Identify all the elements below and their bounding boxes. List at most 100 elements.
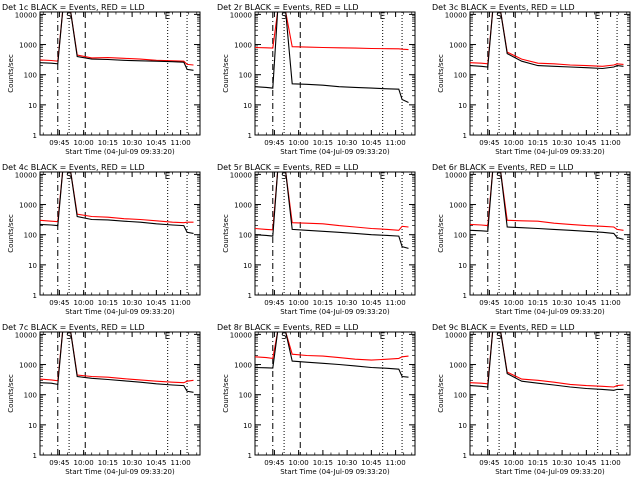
y-axis-label: Counts/sec	[437, 214, 445, 253]
y-tick-label: 100	[24, 392, 37, 400]
y-tick-label: 1000	[19, 362, 37, 370]
y-tick-label: 10000	[230, 331, 252, 339]
y-tick-label: 10	[458, 262, 467, 270]
y-axis-label: Counts/sec	[7, 374, 15, 413]
x-tick-label: 10:00	[504, 459, 524, 467]
plot-frame	[469, 171, 631, 296]
start-marker: S	[66, 12, 72, 22]
y-tick-label: 100	[239, 232, 252, 240]
x-tick-label: 10:45	[576, 459, 596, 467]
series-lld-line	[255, 12, 409, 51]
y-tick-label: 10000	[15, 11, 37, 19]
start-marker: S	[496, 332, 502, 342]
x-tick-label: 10:30	[337, 459, 357, 467]
series-lld-line	[255, 332, 409, 361]
y-tick-label: 1000	[234, 202, 252, 210]
x-tick-label: 10:45	[146, 459, 166, 467]
y-tick-label: 1000	[234, 42, 252, 50]
x-tick-label: 10:30	[122, 139, 142, 147]
x-tick-label: 10:15	[98, 299, 118, 307]
end-marker: E	[165, 172, 171, 182]
x-tick-label: 10:30	[552, 139, 572, 147]
panel-det-7: Det 7c BLACK = Events, RED = LLD 1 10 100 10…	[2, 323, 201, 476]
plot-frame	[254, 171, 416, 296]
plot-frame	[39, 171, 201, 296]
panel-title: Det 9c BLACK = Events, RED = LLD	[432, 323, 575, 332]
y-tick-label: 10	[243, 262, 252, 270]
x-tick-label: 10:45	[146, 139, 166, 147]
end-marker: E	[595, 12, 601, 22]
y-tick-label: 1	[463, 452, 467, 460]
panel-title: Det 1c BLACK = Events, RED = LLD	[2, 3, 145, 12]
x-tick-label: 10:15	[313, 459, 333, 467]
y-tick-label: 10000	[230, 11, 252, 19]
y-axis-label: Counts/sec	[437, 54, 445, 93]
y-tick-label: 1	[248, 452, 252, 460]
panel-det-4: Det 4c BLACK = Events, RED = LLD 1 10 100 10…	[2, 163, 201, 316]
x-tick-label: 11:00	[386, 299, 406, 307]
y-tick-label: 1	[248, 132, 252, 140]
start-marker: S	[66, 332, 72, 342]
y-tick-label: 1000	[19, 42, 37, 50]
y-tick-label: 10000	[445, 171, 467, 179]
x-tick-label: 10:15	[528, 459, 548, 467]
series-events-line	[255, 172, 409, 249]
x-axis-label: Start Time (04-Jul-09 09:33:20)	[495, 148, 605, 156]
x-tick-label: 09:45	[49, 299, 69, 307]
x-tick-label: 11:00	[171, 299, 191, 307]
series-lld-line	[40, 332, 194, 384]
x-tick-label: 09:45	[479, 299, 499, 307]
series-lld-line	[470, 12, 624, 67]
panel-det-2: Det 2r BLACK = Events, RED = LLD 1 10 100 10…	[217, 3, 416, 156]
series-lld-line	[470, 332, 624, 388]
y-tick-label: 1	[33, 292, 37, 300]
end-marker: E	[380, 332, 386, 342]
y-tick-label: 1000	[449, 362, 467, 370]
x-tick-label: 10:00	[504, 299, 524, 307]
y-tick-label: 100	[239, 392, 252, 400]
x-tick-label: 11:00	[601, 459, 621, 467]
series-events-line	[470, 332, 624, 391]
end-marker: E	[165, 332, 171, 342]
panel-det-6: Det 6r BLACK = Events, RED = LLD 1 10 100 10…	[432, 163, 631, 316]
x-axis-label: Start Time (04-Jul-09 09:33:20)	[280, 148, 390, 156]
series-lld-line	[470, 172, 624, 231]
end-marker: E	[595, 172, 601, 182]
panel-title: Det 5r BLACK = Events, RED = LLD	[217, 163, 359, 172]
x-tick-label: 11:00	[171, 459, 191, 467]
x-tick-label: 09:45	[264, 139, 284, 147]
x-tick-label: 10:00	[504, 139, 524, 147]
x-axis-label: Start Time (04-Jul-09 09:33:20)	[495, 468, 605, 476]
y-tick-label: 1000	[19, 202, 37, 210]
x-tick-label: 10:15	[98, 459, 118, 467]
y-tick-label: 10	[458, 102, 467, 110]
series-lld-line	[255, 172, 409, 231]
y-tick-label: 1	[248, 292, 252, 300]
panel-title: Det 2r BLACK = Events, RED = LLD	[217, 3, 359, 12]
y-tick-label: 1000	[449, 42, 467, 50]
x-axis-label: Start Time (04-Jul-09 09:33:20)	[65, 468, 175, 476]
x-axis-label: Start Time (04-Jul-09 09:33:20)	[65, 148, 175, 156]
x-axis-label: Start Time (04-Jul-09 09:33:20)	[65, 308, 175, 316]
y-tick-label: 10	[458, 422, 467, 430]
y-tick-label: 100	[24, 232, 37, 240]
y-tick-label: 10	[243, 102, 252, 110]
x-tick-label: 09:45	[479, 459, 499, 467]
end-marker: E	[595, 332, 601, 342]
x-tick-label: 10:45	[361, 459, 381, 467]
x-tick-label: 10:15	[313, 299, 333, 307]
x-tick-label: 10:45	[576, 299, 596, 307]
y-tick-label: 10000	[15, 331, 37, 339]
x-tick-label: 10:30	[122, 299, 142, 307]
x-tick-label: 11:00	[601, 299, 621, 307]
plot-frame	[469, 11, 631, 136]
start-marker: S	[496, 12, 502, 22]
x-tick-label: 10:15	[528, 299, 548, 307]
y-tick-label: 10000	[445, 331, 467, 339]
panel-title: Det 3c BLACK = Events, RED = LLD	[432, 3, 575, 12]
y-tick-label: 1	[463, 132, 467, 140]
series-events-line	[470, 172, 624, 240]
plot-frame	[39, 11, 201, 136]
x-tick-label: 09:45	[264, 299, 284, 307]
